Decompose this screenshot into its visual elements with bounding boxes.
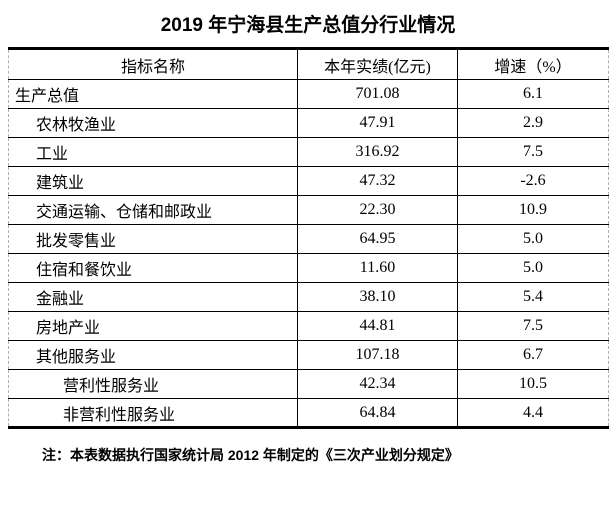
indicator-name-cell: 非营利性服务业 [8, 398, 298, 428]
growth-cell: 7.5 [457, 137, 609, 167]
growth-cell: 10.9 [457, 195, 609, 225]
table-row: 生产总值 701.08 6.1 [8, 79, 609, 109]
growth-cell: 7.5 [457, 311, 609, 341]
indicator-name-cell: 批发零售业 [8, 224, 298, 254]
growth-cell: 6.1 [457, 79, 609, 109]
table-row: 其他服务业 107.18 6.7 [8, 340, 609, 370]
growth-cell: 4.4 [457, 398, 609, 428]
column-header-growth-rate: 增速（%） [457, 48, 609, 80]
indicator-name-cell: 营利性服务业 [8, 369, 298, 399]
value-cell: 47.91 [297, 108, 458, 138]
table-row: 住宿和餐饮业 11.60 5.0 [8, 253, 609, 283]
indicator-name-cell: 交通运输、仓储和邮政业 [8, 195, 298, 225]
table-row: 批发零售业 64.95 5.0 [8, 224, 609, 254]
value-cell: 42.34 [297, 369, 458, 399]
indicator-name-cell: 生产总值 [8, 79, 298, 109]
value-cell: 47.32 [297, 166, 458, 196]
table-row: 非营利性服务业 64.84 4.4 [8, 398, 609, 428]
table-body: 生产总值 701.08 6.1 农林牧渔业 47.91 2.9 工业 316.9… [8, 79, 609, 428]
page-title: 2019 年宁海县生产总值分行业情况 [160, 15, 456, 36]
growth-cell: 2.9 [457, 108, 609, 138]
table-row: 房地产业 44.81 7.5 [8, 311, 609, 341]
value-cell: 11.60 [297, 253, 458, 283]
indicator-name-cell: 住宿和餐饮业 [8, 253, 298, 283]
footnote: 注：本表数据执行国家统计局 2012 年制定的《三次产业划分规定》 [42, 447, 459, 463]
growth-cell: 5.0 [457, 253, 609, 283]
value-cell: 701.08 [297, 79, 458, 109]
value-cell: 316.92 [297, 137, 458, 167]
indicator-name-cell: 农林牧渔业 [8, 108, 298, 138]
value-cell: 38.10 [297, 282, 458, 312]
value-cell: 22.30 [297, 195, 458, 225]
indicator-name-cell: 其他服务业 [8, 340, 298, 370]
value-cell: 64.95 [297, 224, 458, 254]
value-cell: 44.81 [297, 311, 458, 341]
growth-cell: 6.7 [457, 340, 609, 370]
table-row: 金融业 38.10 5.4 [8, 282, 609, 312]
page: 2019 年宁海县生产总值分行业情况 指标名称 本年实绩(亿元) 增速（%） 生… [0, 13, 616, 464]
table-row: 工业 316.92 7.5 [8, 137, 609, 167]
table-header-row: 指标名称 本年实绩(亿元) 增速（%） [8, 48, 609, 80]
column-header-current-year-value: 本年实绩(亿元) [297, 48, 458, 80]
growth-cell: 5.0 [457, 224, 609, 254]
growth-cell: 5.4 [457, 282, 609, 312]
indicator-name-cell: 建筑业 [8, 166, 298, 196]
indicator-name-cell: 金融业 [8, 282, 298, 312]
indicator-name-cell: 工业 [8, 137, 298, 167]
table-row: 农林牧渔业 47.91 2.9 [8, 108, 609, 138]
table-row: 营利性服务业 42.34 10.5 [8, 369, 609, 399]
column-header-indicator-name: 指标名称 [8, 48, 298, 80]
value-cell: 64.84 [297, 398, 458, 428]
indicator-name-cell: 房地产业 [8, 311, 298, 341]
value-cell: 107.18 [297, 340, 458, 370]
industry-table: 指标名称 本年实绩(亿元) 增速（%） 生产总值 701.08 6.1 农林牧渔… [8, 47, 609, 429]
table-row: 交通运输、仓储和邮政业 22.30 10.9 [8, 195, 609, 225]
growth-cell: 10.5 [457, 369, 609, 399]
table-row: 建筑业 47.32 -2.6 [8, 166, 609, 196]
growth-cell: -2.6 [457, 166, 609, 196]
